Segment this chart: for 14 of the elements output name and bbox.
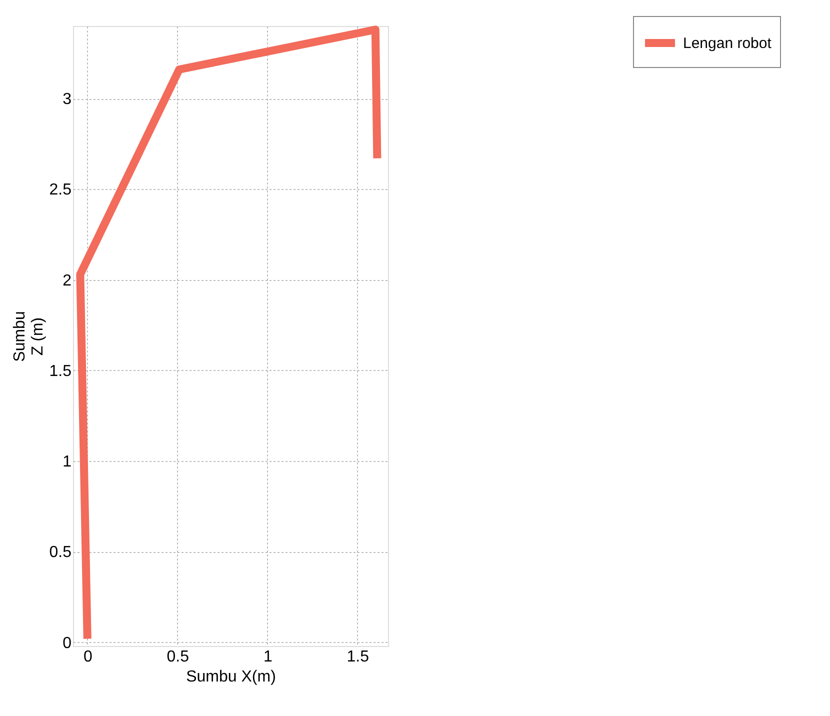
y-tick-label: 1 — [62, 454, 72, 471]
x-tick-label: 1.5 — [346, 648, 370, 666]
y-tick-label: 0 — [62, 634, 72, 652]
x-tick-label: 0 — [83, 648, 92, 666]
y-tick-label: 0.5 — [49, 544, 72, 562]
y-axis-title: Sumbu Z (m) — [11, 311, 46, 362]
y-tick-label: 2.5 — [49, 182, 72, 199]
legend-label: Lengan robot — [683, 35, 772, 52]
x-tick-label: 0.5 — [166, 648, 190, 666]
y-tick-label: 3 — [62, 91, 72, 108]
y-tick-label: 1.5 — [49, 362, 72, 380]
x-axis-title: Sumbu X(m) — [186, 668, 276, 686]
y-tick-label: 2 — [62, 272, 72, 290]
x-tick-label: 1 — [263, 648, 272, 666]
